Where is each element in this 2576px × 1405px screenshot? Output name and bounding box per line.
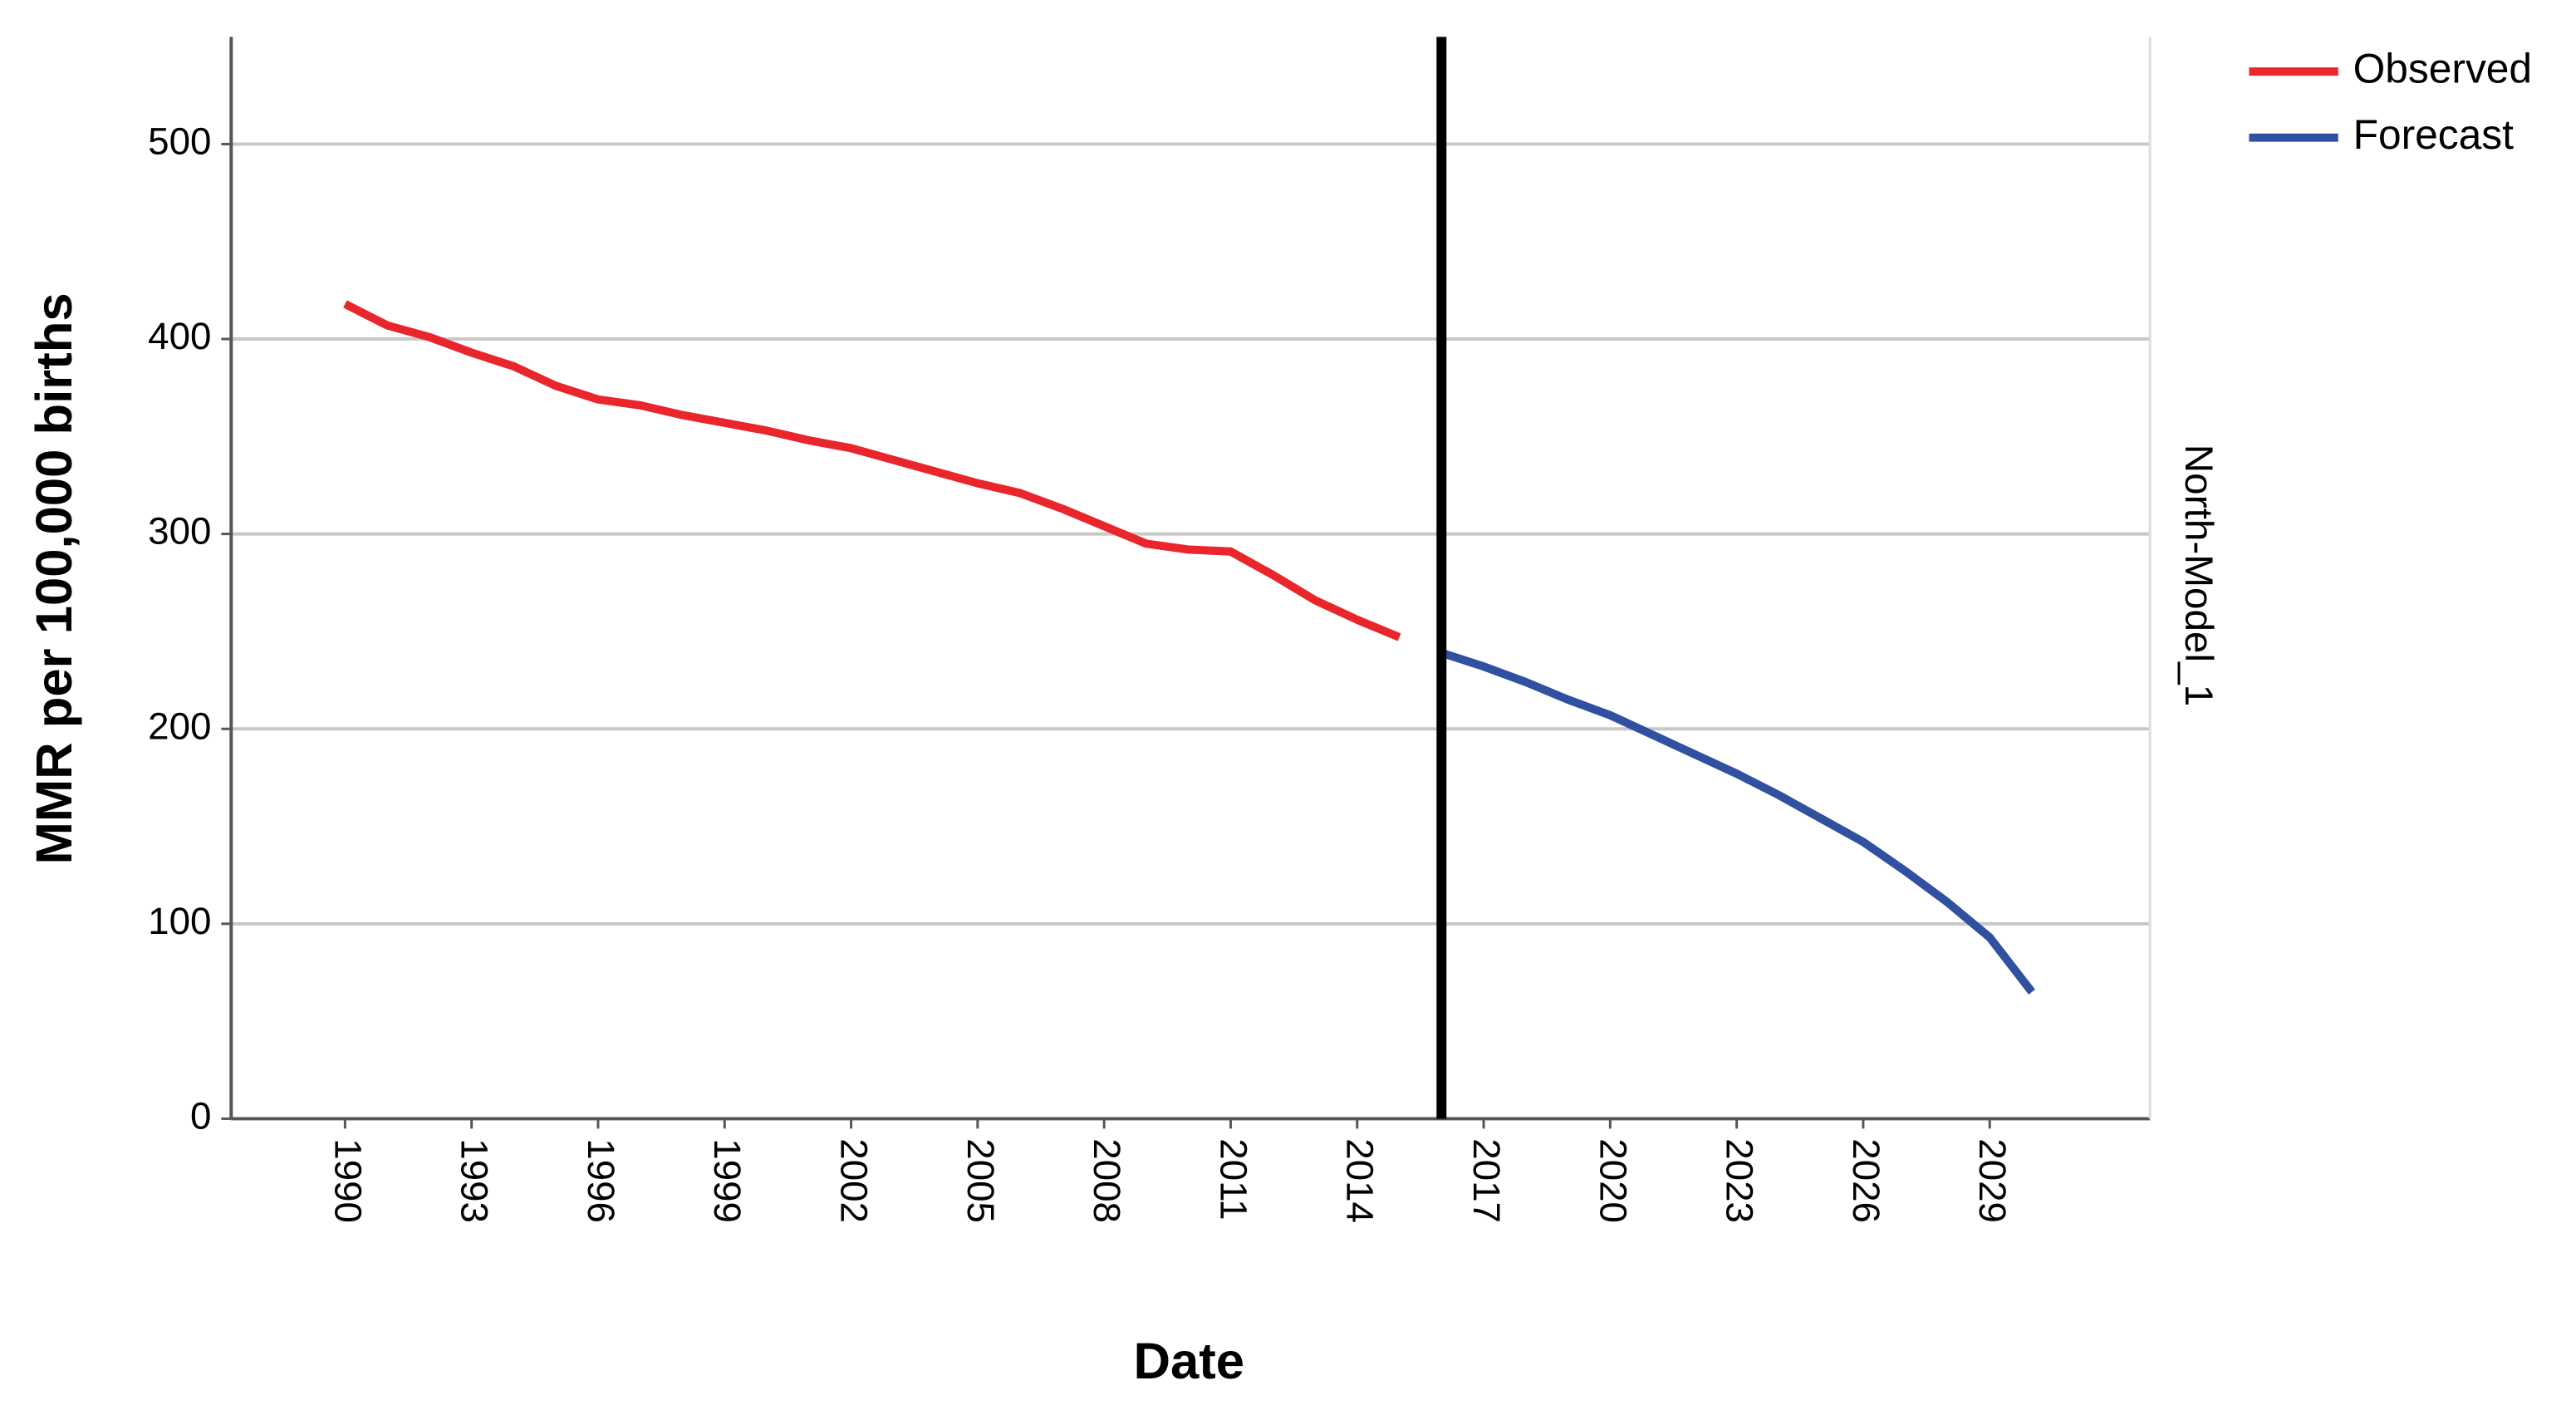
y-tick-label: 400 bbox=[148, 315, 211, 357]
data-line bbox=[1440, 649, 2035, 995]
x-tick-label: 2005 bbox=[959, 1138, 1002, 1223]
x-tick-label: 2011 bbox=[1212, 1138, 1254, 1220]
x-axis-title: Date bbox=[1133, 1333, 1244, 1390]
x-tick-label: 1999 bbox=[706, 1138, 748, 1223]
legend-label: Forecast bbox=[2353, 111, 2514, 158]
y-axis-title: MMR per 100,000 births bbox=[26, 292, 83, 864]
x-tick-label: 2014 bbox=[1339, 1138, 1381, 1223]
x-tick-label: 2017 bbox=[1465, 1138, 1508, 1223]
y-tick-label: 100 bbox=[148, 900, 211, 942]
x-tick-label: 2008 bbox=[1086, 1138, 1128, 1223]
y-tick-label: 300 bbox=[148, 510, 211, 553]
x-tick-label: 2026 bbox=[1845, 1138, 1887, 1223]
y-tick-label: 500 bbox=[148, 120, 211, 163]
panel-label: North-Model_1 bbox=[2176, 445, 2220, 706]
x-tick-label: 1990 bbox=[326, 1138, 369, 1223]
x-tick-label: 2020 bbox=[1592, 1138, 1634, 1223]
data-line bbox=[343, 300, 1401, 641]
x-tick-label: 2023 bbox=[1719, 1138, 1761, 1223]
x-tick-label: 2002 bbox=[832, 1138, 875, 1223]
y-tick-label: 0 bbox=[190, 1095, 211, 1137]
x-tick-label: 1993 bbox=[454, 1138, 496, 1223]
y-tick-label: 200 bbox=[148, 705, 211, 747]
x-tick-label: 2029 bbox=[1971, 1138, 2014, 1223]
x-tick-label: 1996 bbox=[580, 1138, 622, 1223]
legend-label: Observed bbox=[2353, 45, 2532, 91]
